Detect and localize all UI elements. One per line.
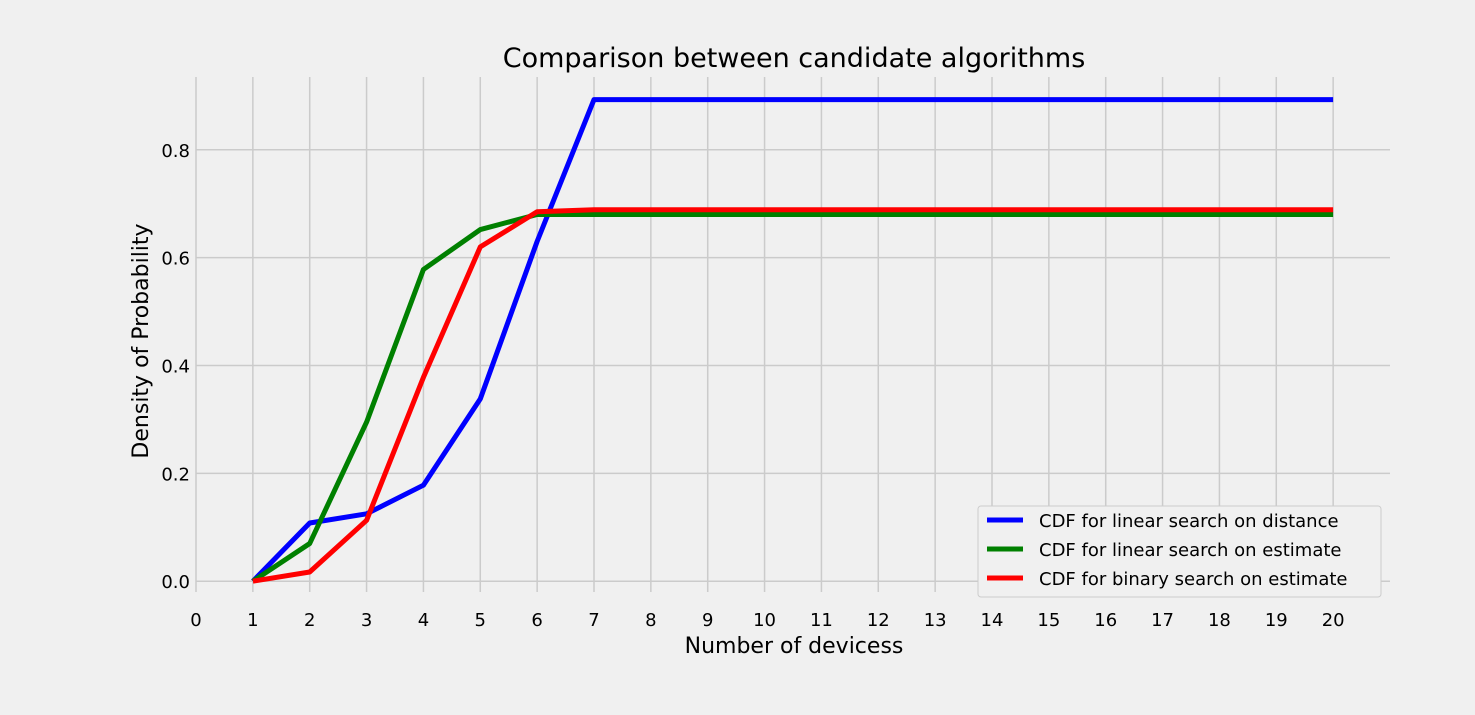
x-tick-label: 19 [1265,610,1288,631]
x-tick-label: 3 [361,610,372,631]
x-tick-label: 18 [1208,610,1231,631]
tick-labels: 0 1 2 3 4 5 6 7 8 9 10 11 12 13 14 15 16 17 18 19 200.00.20.… [161,141,1344,631]
y-tick-label: 0.4 [161,357,190,378]
x-tick-label: 9 [702,610,713,631]
series-line-1 [251,97,1334,583]
x-tick-label: 1 [247,610,258,631]
x-tick-label: 4 [418,610,429,631]
legend-label-3: CDF for binary search on estimate [1039,569,1347,590]
legend-label-2: CDF for linear search on estimate [1039,540,1341,561]
x-tick-label: 10 [753,610,776,631]
x-tick-label: 17 [1151,610,1174,631]
legend-box [977,505,1382,598]
x-tick-label: 20 [1322,610,1345,631]
x-tick-label: 8 [645,610,656,631]
series-line-2 [251,212,1334,584]
x-tick-label: 12 [867,610,890,631]
x-tick-label: 15 [1037,610,1060,631]
legend-label-1: CDF for linear search on distance [1039,511,1339,532]
x-tick-label: 7 [588,610,599,631]
y-axis-label: Density of Probability [129,223,154,458]
x-tick-label: 14 [981,610,1004,631]
x-tick-label: 13 [924,610,947,631]
y-tick-label: 0.2 [161,464,190,485]
x-tick-label: 5 [475,610,486,631]
legend: CDF for linear search on distance CDF for… [977,505,1382,598]
y-tick-label: 0.0 [161,572,190,593]
x-tick-label: 16 [1094,610,1117,631]
x-tick-label: 0 [190,610,201,631]
series-lines [251,97,1334,584]
series-line-3 [252,207,1334,584]
x-axis-label: Number of devicess [685,634,904,659]
y-tick-label: 0.8 [161,141,190,162]
x-tick-label: 2 [304,610,315,631]
y-tick-label: 0.6 [161,249,190,270]
x-tick-label: 6 [531,610,542,631]
chart-title: Comparison between candidate algorithms [503,43,1086,74]
x-tick-label: 11 [810,610,833,631]
